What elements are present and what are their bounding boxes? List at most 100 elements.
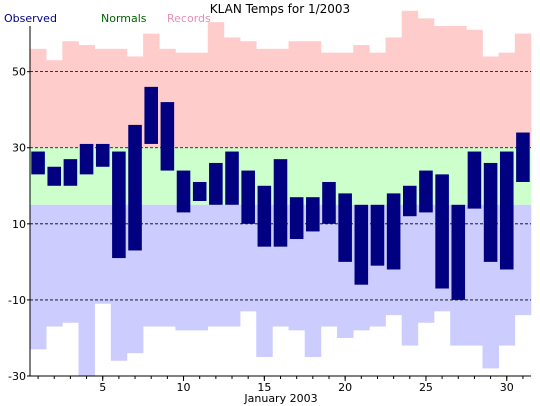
record-low-band <box>191 204 209 331</box>
observed-bar <box>79 143 94 175</box>
observed-bar <box>257 185 272 247</box>
record-high-band <box>272 48 289 148</box>
x-tick-label: 25 <box>419 381 433 394</box>
observed-bar <box>306 197 320 232</box>
observed-bar <box>273 159 288 247</box>
record-high-band <box>498 52 516 148</box>
x-axis-label: January 2003 <box>243 392 317 405</box>
legend-normals: Normals <box>101 12 147 25</box>
record-high-band <box>288 41 306 148</box>
normal-band <box>304 147 322 205</box>
observed-bar <box>499 151 514 270</box>
record-low-band <box>78 204 95 376</box>
record-high-band <box>30 48 47 148</box>
observed-bar <box>322 181 336 224</box>
observed-bar <box>241 170 255 224</box>
record-high-band <box>385 37 403 148</box>
record-high-band <box>482 56 499 148</box>
normal-band <box>450 147 467 205</box>
record-high-band <box>78 45 95 148</box>
observed-bar <box>144 86 158 144</box>
record-high-band <box>304 41 322 148</box>
y-tick-label: 10 <box>12 218 26 231</box>
record-high-band <box>401 10 419 148</box>
record-high-band <box>94 48 112 148</box>
chart-title: KLAN Temps for 1/2003 <box>210 2 350 16</box>
record-high-band <box>337 52 354 148</box>
record-low-band <box>320 204 338 327</box>
observed-bar <box>338 193 352 262</box>
record-high-band <box>191 52 209 148</box>
record-high-band <box>320 52 338 148</box>
observed-bar <box>403 185 417 217</box>
record-low-band <box>466 204 483 346</box>
normal-band <box>385 147 403 205</box>
x-tick-label: 20 <box>338 381 352 394</box>
normal-band <box>369 147 386 205</box>
observed-bar <box>386 193 401 270</box>
observed-bar <box>435 174 449 289</box>
observed-bar <box>451 204 466 300</box>
record-low-band <box>514 204 532 316</box>
observed-bar <box>354 204 369 285</box>
record-high-band <box>46 60 63 148</box>
legend-observed: Observed <box>4 12 57 25</box>
record-low-band <box>30 204 47 350</box>
normal-band <box>353 147 370 205</box>
observed-bar <box>160 102 175 171</box>
record-low-band <box>94 204 112 304</box>
plot-area: -30 -10 10 30 50 5 10 15 20 25 30 <box>8 10 532 394</box>
y-tick-label: -10 <box>8 294 26 307</box>
record-high-band <box>223 37 241 148</box>
record-low-band <box>207 204 225 327</box>
record-low-band <box>159 204 176 327</box>
x-tick-label: 10 <box>177 381 191 394</box>
record-high-band <box>514 33 532 148</box>
observed-bar <box>192 181 207 201</box>
observed-bar <box>419 170 433 213</box>
record-low-band <box>240 204 257 312</box>
observed-bar <box>483 162 498 262</box>
normal-band <box>143 147 160 205</box>
y-tick-label: 50 <box>12 66 26 79</box>
observed-bar <box>225 151 239 205</box>
observed-bar <box>95 143 110 167</box>
record-high-band <box>207 22 225 148</box>
record-high-band <box>110 48 128 148</box>
record-high-band <box>240 41 257 148</box>
record-low-band <box>62 204 79 323</box>
x-tick-label: 5 <box>99 381 106 394</box>
record-high-band <box>62 41 79 148</box>
y-tick-label: -30 <box>8 370 26 383</box>
observed-bar <box>63 159 78 186</box>
record-high-band <box>417 18 435 148</box>
legend-records: Records <box>167 12 211 25</box>
observed-bar <box>176 170 191 213</box>
record-low-band <box>304 204 322 357</box>
observed-bar <box>209 162 223 205</box>
x-tick-label: 30 <box>500 381 514 394</box>
record-high-band <box>369 52 386 148</box>
record-high-band <box>256 48 273 148</box>
observed-bar <box>467 151 482 209</box>
normal-band <box>337 147 354 205</box>
x-tick-label: 15 <box>257 381 271 394</box>
record-high-band <box>353 45 370 148</box>
record-high-band <box>450 26 467 148</box>
observed-bar <box>47 166 62 186</box>
record-low-band <box>143 204 160 327</box>
record-high-band <box>175 52 192 148</box>
record-high-band <box>434 26 451 148</box>
y-tick-label: 30 <box>12 142 26 155</box>
observed-bar <box>112 151 126 259</box>
record-low-band <box>417 204 435 323</box>
observed-bar <box>31 151 45 175</box>
record-low-band <box>175 204 192 331</box>
record-low-band <box>401 204 419 346</box>
record-low-band <box>46 204 63 327</box>
record-high-band <box>466 29 483 148</box>
observed-bar <box>128 124 142 251</box>
observed-bar <box>370 204 385 266</box>
record-low-band <box>223 204 241 327</box>
